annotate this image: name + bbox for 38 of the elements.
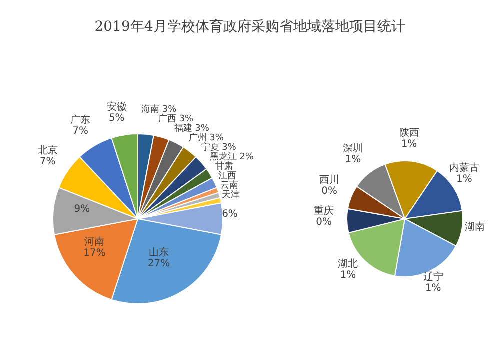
slice-label: 河南 [84,236,105,248]
data-label: 1% [401,138,418,150]
data-label: 27% [148,258,170,269]
slice-label: 北京 [38,144,58,156]
slice-label: 福建 3% [174,122,210,134]
slice-label: 山东 [148,246,169,258]
data-label: 1% [345,154,362,166]
slice-label: 宁夏 3% [201,142,237,153]
data-label: 5% [108,112,125,124]
slice-label: 广州 3% [188,132,224,144]
slice-label: 海南 3% [142,104,178,115]
data-label: 1% [425,282,442,294]
data-label: 6% [222,208,238,220]
slice-label: 甘肃 [215,160,234,172]
slice-label: 西川 [320,174,340,186]
slice-label: 云南 [220,180,238,191]
data-label: 9% [74,204,90,215]
slice-label: 安徽 [106,100,127,112]
slice-label: 重庆 [314,204,334,217]
slice-label: 黑龙江 2% [210,151,254,162]
slice-label: 深圳 [343,142,364,154]
slice-label: 湖南 [464,220,485,233]
data-label: 7% [40,156,56,168]
data-label: 0% [316,216,332,228]
data-label: 1% [340,270,356,281]
slice-label: 辽宁 [423,270,444,282]
slice-label: 江西 [218,170,237,182]
slice-label: 陕西 [399,126,420,139]
data-label: 1% [456,174,472,185]
slice-label: 内蒙古 [449,162,480,174]
data-label: 0% [322,186,338,197]
slice-label: 湖北 [338,258,358,270]
chart-title: 2019年4月学校体育政府采购省地域落地项目统计 [94,18,406,37]
slice-label: 广西 3% [158,113,194,124]
data-label: 7% [72,125,89,136]
slice-label: 广东 [70,113,91,126]
data-label: 17% [84,248,106,259]
slice-label: 天津 [222,189,240,200]
